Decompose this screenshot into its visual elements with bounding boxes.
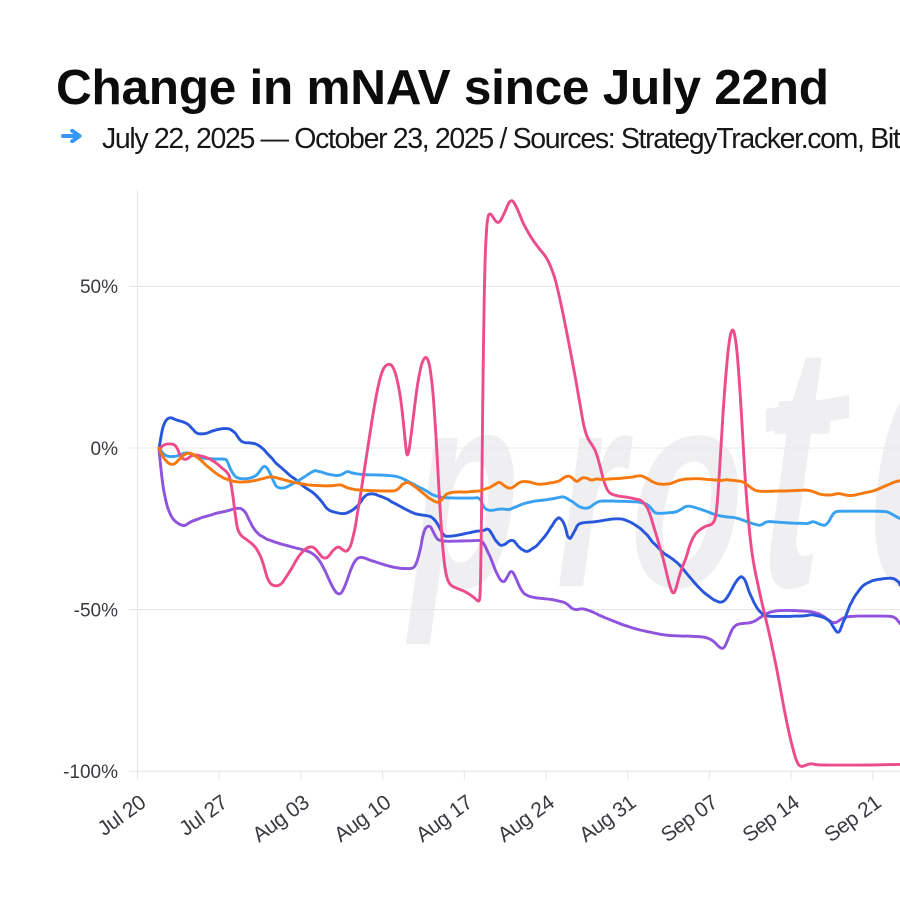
svg-text:0%: 0% <box>91 439 119 460</box>
svg-text:t: t <box>740 270 855 661</box>
svg-text:Sep 07: Sep 07 <box>657 791 722 847</box>
svg-text:Aug 31: Aug 31 <box>575 791 640 847</box>
svg-text:p: p <box>394 333 544 646</box>
svg-text:Sep 14: Sep 14 <box>739 790 805 846</box>
svg-text:Jul 20: Jul 20 <box>94 791 150 841</box>
svg-text:Aug 03: Aug 03 <box>248 791 313 847</box>
svg-text:-100%: -100% <box>63 762 118 783</box>
svg-text:-50%: -50% <box>74 600 118 621</box>
svg-text:Sep 21: Sep 21 <box>820 791 885 847</box>
svg-text:50%: 50% <box>80 277 118 298</box>
svg-text:Aug 10: Aug 10 <box>330 791 395 847</box>
svg-text:Aug 17: Aug 17 <box>412 791 477 847</box>
svg-text:Aug 24: Aug 24 <box>493 790 559 846</box>
svg-text:Jul 27: Jul 27 <box>175 791 231 841</box>
